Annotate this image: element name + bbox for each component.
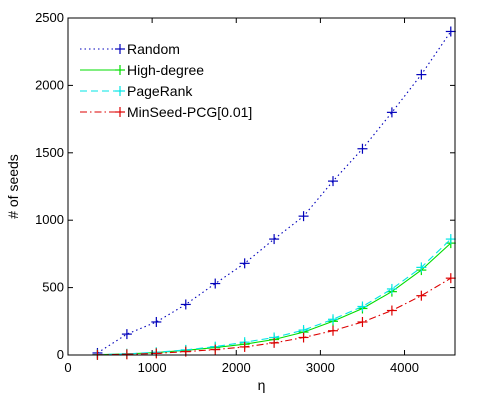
data-point-random [239,258,250,269]
data-point-random [180,299,191,310]
ticks-layer: 0 1000 2000 3000 4000 0 500 1000 1500 2000 2500 [35,10,455,375]
data-point-random [269,234,280,245]
data-point-minseed-pcg-0-01 [151,348,162,359]
legend-marker [115,107,125,117]
y-tick-label: 2500 [35,10,64,25]
data-point-random [328,176,339,187]
data-point-random [445,26,456,37]
data-point-random [357,143,368,154]
x-tick-label: 4000 [390,360,419,375]
legend: Random High-degree PageRank MinSeed-PCG[0.0… [80,41,252,120]
data-point-minseed-pcg-0-01 [298,332,309,343]
legend-marker [115,44,125,54]
legend-item-pagerank: PageRank [80,83,193,99]
legend-label: Random [127,41,180,57]
data-point-random [121,329,132,340]
y-tick-label: 1500 [35,145,64,160]
series-layer [92,26,456,360]
data-point-minseed-pcg-0-01 [328,325,339,336]
y-tick-label: 1000 [35,212,64,227]
data-point-random [298,211,309,222]
legend-label: PageRank [127,83,193,99]
legend-label: High-degree [127,62,204,78]
series-minseed-pcg-0-01 [92,273,456,360]
legend-marker [115,65,125,75]
y-tick-label: 0 [57,347,64,362]
data-point-minseed-pcg-0-01 [416,290,427,301]
y-tick-label: 2000 [35,77,64,92]
x-axis-label: η [258,377,266,393]
data-point-pagerank [416,262,427,273]
data-point-minseed-pcg-0-01 [210,344,221,355]
y-axis-label: # of seeds [5,154,21,219]
legend-item-random: Random [80,41,180,57]
data-point-random [210,278,221,289]
axes-frame [67,17,456,356]
data-point-random [416,69,427,80]
data-point-random [386,107,397,118]
data-point-pagerank [386,283,397,294]
data-point-minseed-pcg-0-01 [357,316,368,327]
x-tick-label: 0 [64,360,71,375]
data-point-minseed-pcg-0-01 [239,341,250,352]
data-point-minseed-pcg-0-01 [269,337,280,348]
x-tick-label: 3000 [306,360,335,375]
legend-item-high-degree: High-degree [80,62,204,78]
y-tick-label: 500 [42,280,64,295]
legend-item-minseed-pcg-0-01: MinSeed-PCG[0.01] [80,104,252,120]
data-point-pagerank [445,234,456,245]
data-point-minseed-pcg-0-01 [121,349,132,360]
series-random [92,26,456,358]
data-point-minseed-pcg-0-01 [386,305,397,316]
data-point-random [151,316,162,327]
data-point-pagerank [328,314,339,325]
data-point-minseed-pcg-0-01 [445,273,456,284]
data-point-pagerank [357,301,368,312]
legend-label: MinSeed-PCG[0.01] [127,104,252,120]
x-tick-label: 2000 [222,360,251,375]
x-tick-label: 1000 [138,360,167,375]
legend-marker [115,86,125,96]
